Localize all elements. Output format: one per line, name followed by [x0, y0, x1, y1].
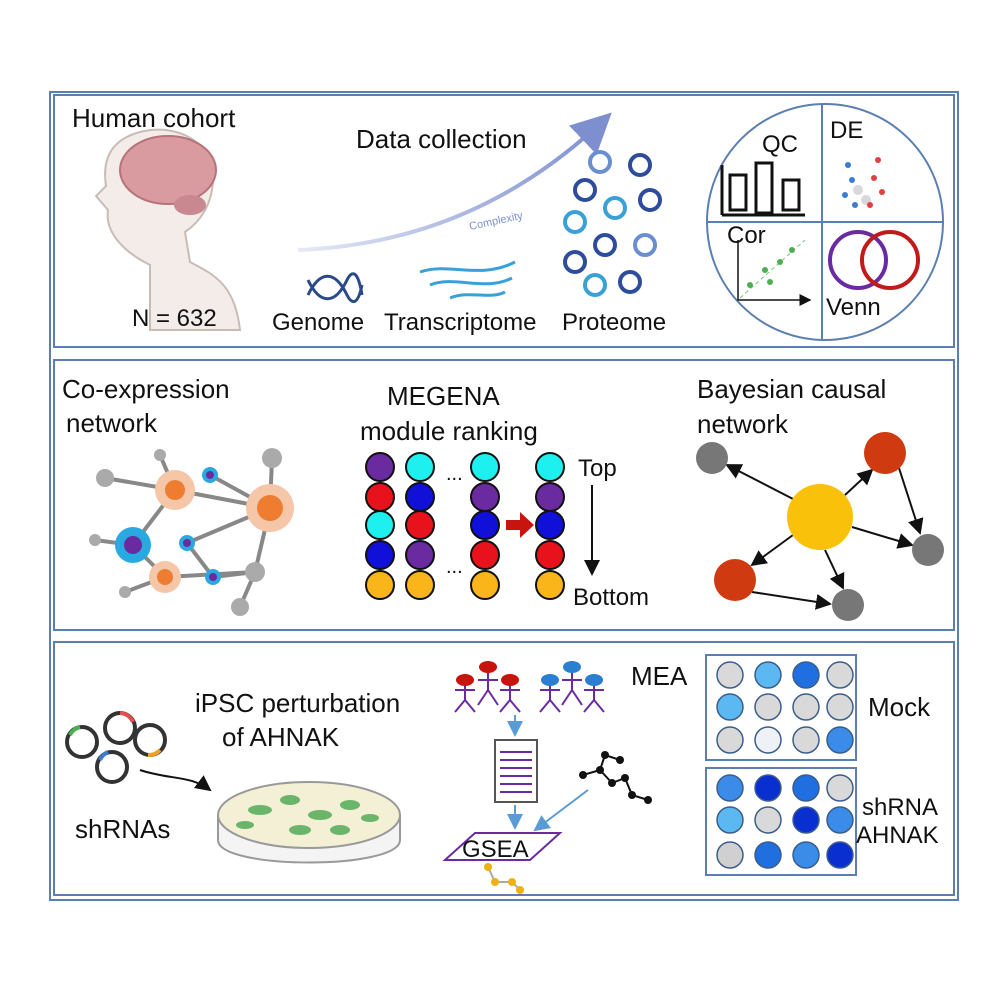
flow-arrow	[533, 789, 589, 832]
module-columns	[365, 452, 565, 600]
mock-label: Mock	[868, 692, 931, 722]
qc-label: Venn	[826, 294, 881, 321]
module-graph	[579, 751, 652, 804]
dna-icon	[306, 272, 364, 303]
rank-bottom: Bottom	[573, 584, 649, 611]
causal-nodes	[696, 432, 944, 621]
mea-plate	[705, 654, 857, 761]
shrna-plasmids	[65, 711, 167, 784]
gsea-plane	[442, 832, 563, 861]
network-panel: Co-expression network MEGENA module rank…	[62, 374, 944, 621]
mea-label: MEA	[631, 661, 688, 691]
panel-title: network	[66, 408, 158, 438]
gene-list	[494, 739, 538, 803]
perturbation-panel: shRNAs iPSC perturbation of AHNAK	[65, 654, 939, 894]
omics-label: Genome	[272, 309, 364, 336]
knockdown-label: shRNA	[862, 794, 938, 821]
cohort-size: N = 632	[132, 305, 217, 332]
qc-label: Cor	[727, 222, 766, 249]
gsea-label: GSEA	[462, 836, 529, 863]
panel-title: MEGENA	[387, 381, 500, 411]
qc-label: DE	[830, 117, 863, 144]
qc-label: QC	[762, 131, 798, 158]
panel-frame	[53, 359, 955, 631]
panel-title: of AHNAK	[222, 722, 340, 752]
transcript-icon	[419, 260, 516, 300]
panel-frame	[53, 641, 955, 896]
mea-wells	[716, 661, 854, 754]
complexity-label: Complexity	[468, 210, 524, 233]
outer-frame	[49, 91, 959, 901]
panel-title: module ranking	[360, 416, 538, 446]
mea-plate	[705, 767, 857, 876]
panel-frame	[53, 94, 955, 348]
omics-label: Proteome	[562, 309, 666, 336]
petri-dish	[217, 781, 401, 864]
panel-title: Human cohort	[72, 103, 236, 133]
rank-top: Top	[578, 455, 617, 482]
qc-wheel: QC DE Cor Venn	[706, 103, 944, 341]
panel-title: Bayesian causal	[697, 374, 886, 404]
brain	[119, 135, 217, 205]
ellipsis: ...	[446, 463, 463, 485]
complexity-arrow	[297, 112, 612, 252]
rank-arrow	[506, 512, 534, 538]
causal-edges	[725, 464, 924, 610]
gsea-nodes	[484, 863, 524, 894]
shrnas-label: shRNAs	[75, 814, 170, 844]
cell-figures	[454, 672, 605, 713]
transfection-arrow	[139, 769, 212, 792]
omics-label: Transcriptome	[384, 309, 536, 336]
ellipsis: ...	[446, 556, 463, 578]
panel-title: Co-expression	[62, 374, 230, 404]
panel-title: iPSC perturbation	[195, 688, 400, 718]
protein-icons	[563, 150, 662, 297]
mea-wells	[716, 774, 854, 869]
collection-label: Data collection	[356, 124, 527, 154]
cohort-panel: Human cohort N = 632 Data collection Com…	[72, 103, 944, 341]
network-nodes	[89, 448, 294, 616]
knockdown-label: AHNAK	[856, 822, 939, 849]
cerebellum	[174, 195, 206, 215]
cell-heads	[456, 661, 603, 686]
panel-title: network	[697, 409, 789, 439]
